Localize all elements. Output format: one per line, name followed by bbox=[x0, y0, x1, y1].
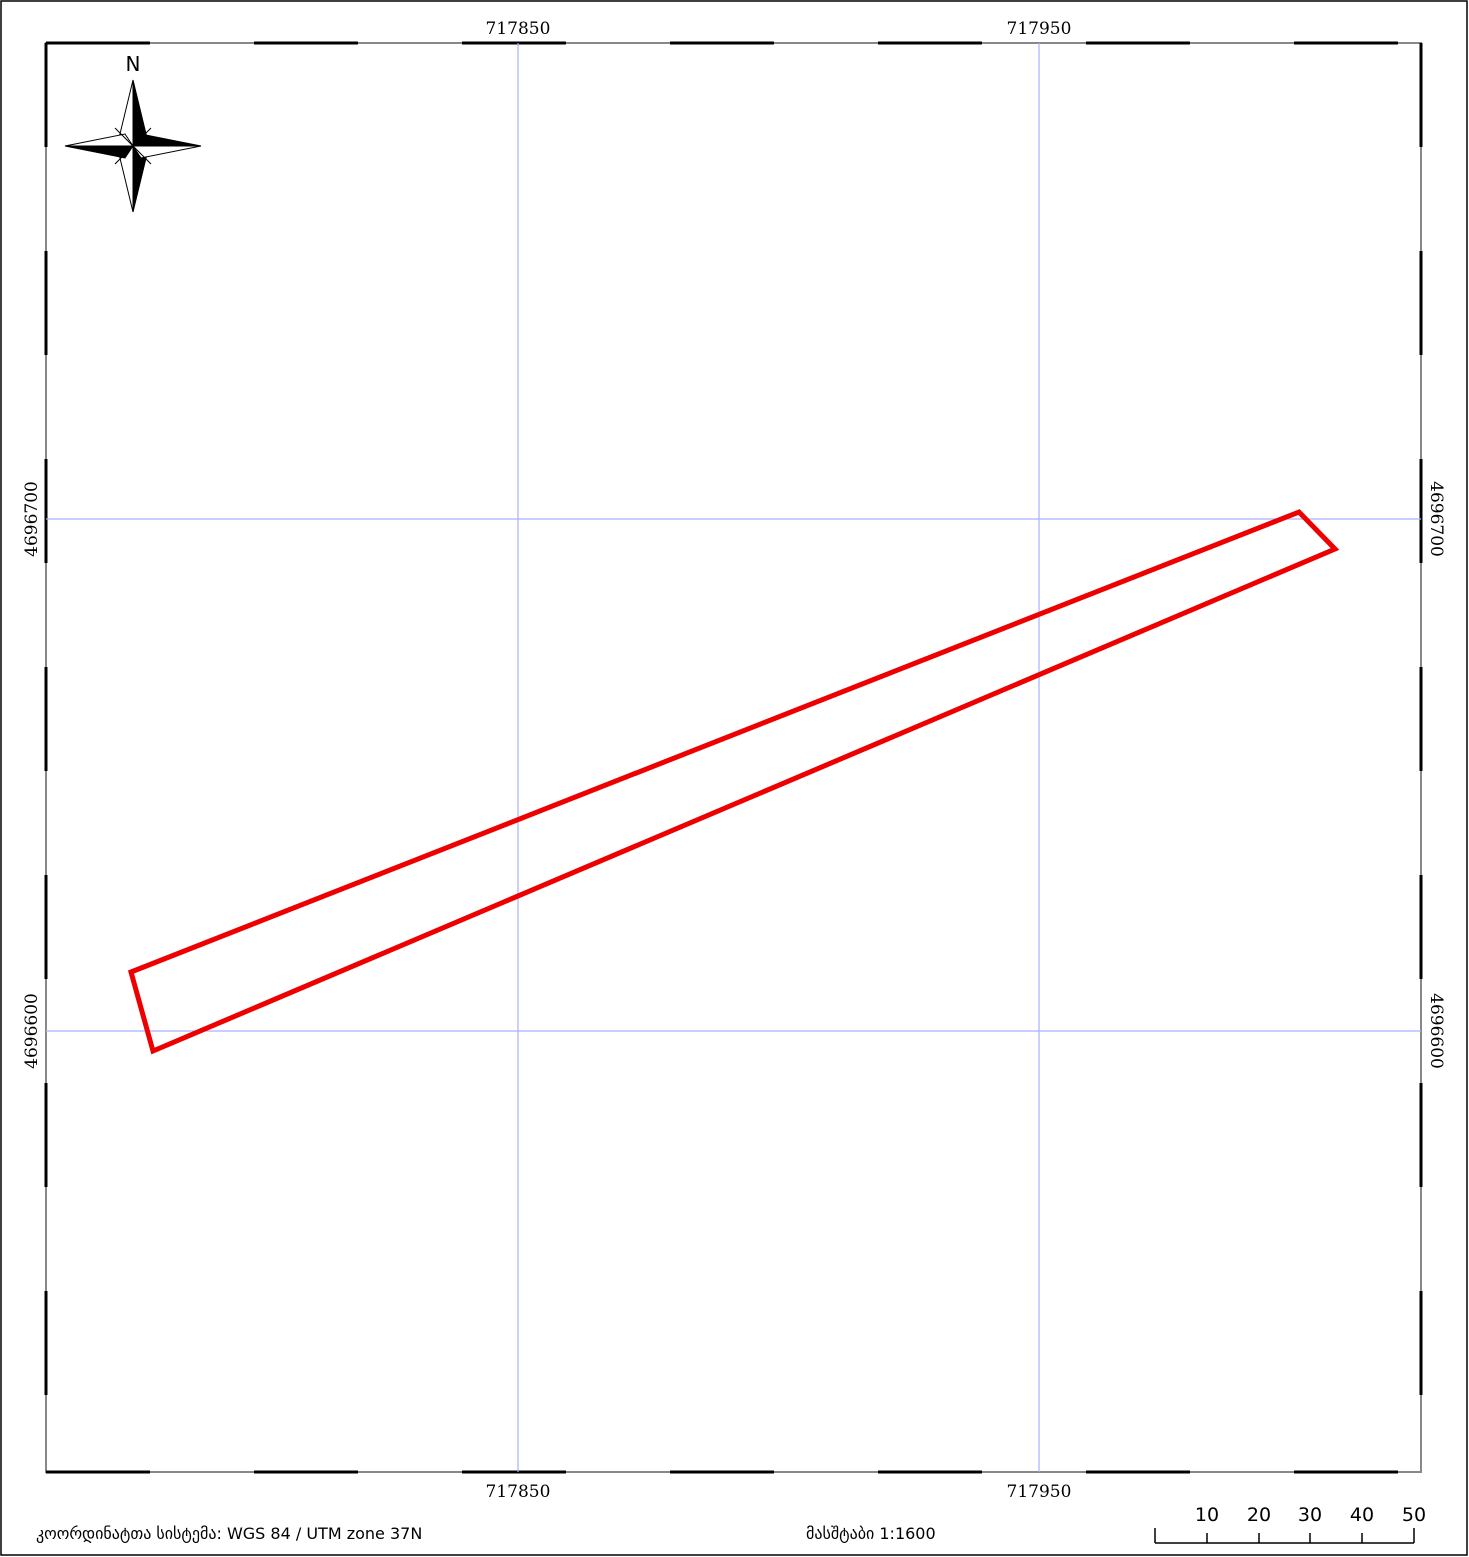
northing-label-right-2: 4696600 bbox=[1426, 993, 1446, 1069]
scale-bar-label-30: 30 bbox=[1298, 1504, 1322, 1526]
northing-label-left-2: 4696600 bbox=[22, 993, 42, 1069]
scale-text: მასშტაბი 1:1600 bbox=[806, 1524, 936, 1543]
parcel-outline bbox=[127, 509, 1340, 1055]
north-arrow-icon bbox=[64, 79, 202, 213]
north-label: N bbox=[126, 52, 141, 76]
scale-bar-label-50: 50 bbox=[1402, 1504, 1426, 1526]
easting-label-bottom-2: 717950 bbox=[1007, 1482, 1072, 1502]
coordinate-grid bbox=[46, 43, 1421, 1472]
coordinate-system-text: კოორდინატთა სისტემა: WGS 84 / UTM zone 3… bbox=[36, 1524, 422, 1543]
scale-bar-label-10: 10 bbox=[1195, 1504, 1219, 1526]
northing-label-left-1: 4696700 bbox=[22, 481, 42, 557]
scale-bar bbox=[1154, 1528, 1415, 1544]
easting-label-top-2: 717950 bbox=[1007, 19, 1072, 39]
easting-label-bottom-1: 717850 bbox=[486, 1482, 551, 1502]
scale-bar-label-20: 20 bbox=[1247, 1504, 1271, 1526]
scale-bar-label-40: 40 bbox=[1350, 1504, 1374, 1526]
easting-label-top-1: 717850 bbox=[486, 19, 551, 39]
northing-label-right-1: 4696700 bbox=[1426, 481, 1446, 557]
map-frame bbox=[45, 42, 1422, 1473]
frame-dashes bbox=[44, 41, 1423, 1474]
